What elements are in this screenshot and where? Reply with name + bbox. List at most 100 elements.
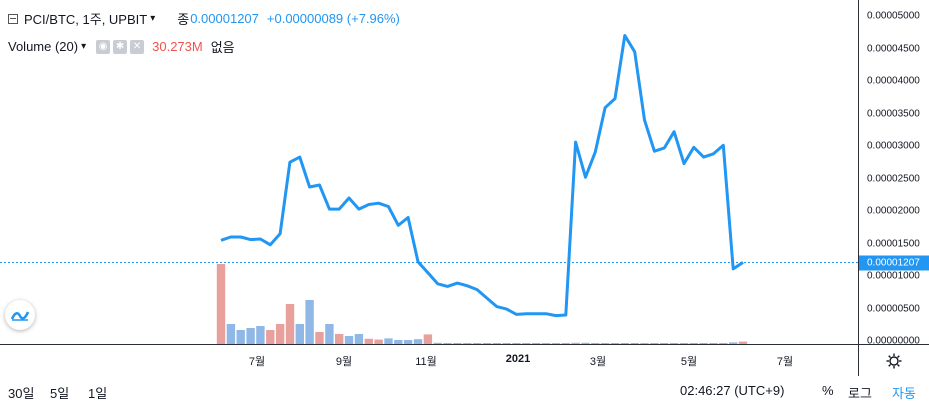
price-chart[interactable] xyxy=(0,0,858,344)
volume-bar xyxy=(679,343,689,344)
price-scale-label: 0.00003500 xyxy=(867,108,920,119)
volume-bar xyxy=(384,338,393,344)
volume-bar xyxy=(610,343,620,344)
price-scale[interactable]: 0.00005000 0.00004500 0.00004000 0.00003500… xyxy=(858,0,929,347)
volume-bar xyxy=(650,343,659,344)
volume-bar xyxy=(433,342,442,344)
time-axis-label: 5월 xyxy=(680,356,698,368)
price-scale-label: 0.00004500 xyxy=(867,43,920,54)
eye-icon[interactable]: ◉ xyxy=(96,39,111,54)
volume-note: 없음 xyxy=(210,40,235,55)
range-1d-button[interactable]: 1일 xyxy=(88,386,108,401)
volume-bar xyxy=(472,343,482,344)
price-scale-label: 0.00005000 xyxy=(867,10,920,22)
volume-bar xyxy=(492,343,501,344)
volume-bar xyxy=(335,334,344,344)
volume-bar xyxy=(423,334,433,344)
price-scale-label: 0.00004000 xyxy=(867,75,920,87)
volume-bar xyxy=(266,330,275,344)
log-button[interactable]: 로그 xyxy=(848,386,872,401)
volume-bar xyxy=(354,334,364,344)
volume-bar xyxy=(295,324,304,344)
time-axis-label: 11월 xyxy=(415,356,437,368)
volume-bar xyxy=(660,343,669,344)
volume-bar xyxy=(591,343,600,344)
change-value: +0.00000089 (+7.96%) xyxy=(266,11,400,26)
volume-bar xyxy=(532,343,541,344)
time-axis-label: 3월 xyxy=(589,356,607,368)
settings-icon[interactable] xyxy=(858,344,929,376)
auto-button[interactable]: 자동 xyxy=(892,386,916,401)
price-scale-label: 0.00000000 xyxy=(867,335,920,347)
chart-symbol-icon[interactable] xyxy=(8,13,18,24)
chevron-down-icon[interactable]: ▾ xyxy=(81,41,87,52)
volume-bar xyxy=(551,343,561,344)
volume-bar xyxy=(630,343,639,344)
volume-bar xyxy=(522,343,531,344)
range-30d-button[interactable]: 30일 xyxy=(8,386,35,401)
range-5d-button[interactable]: 5일 xyxy=(50,386,70,401)
volume-bars xyxy=(216,264,748,344)
current-price-tag: 0.00001207 xyxy=(859,255,929,271)
time-axis-label: 2021 xyxy=(505,353,531,365)
chart-area[interactable]: PCI/BTC, 1주, UPBIT ▾ 종 0.00001207 +0.000… xyxy=(0,0,858,344)
volume-value: 30.273M xyxy=(152,39,203,54)
price-line xyxy=(220,34,744,318)
legend-main: PCI/BTC, 1주, UPBIT ▾ 종 0.00001207 +0.000… xyxy=(8,9,400,28)
volume-bar xyxy=(216,264,226,344)
volume-bar xyxy=(512,343,521,344)
volume-bar xyxy=(581,342,590,344)
volume-bar xyxy=(246,328,255,344)
volume-bar xyxy=(482,343,492,344)
volume-bar xyxy=(256,326,265,344)
volume-bar xyxy=(364,338,373,344)
volume-bar xyxy=(502,343,511,344)
chart-logo-icon[interactable] xyxy=(5,300,35,330)
symbol-label[interactable]: PCI/BTC, 1주, UPBIT xyxy=(24,12,148,27)
volume-bar xyxy=(620,343,629,344)
chevron-down-icon[interactable]: ▾ xyxy=(150,13,156,24)
time-axis-label: 7월 xyxy=(776,356,794,368)
time-axis-label: 7월 xyxy=(248,356,266,368)
bottom-toolbar: 30일 5일 1일 02:46:27 (UTC+9) % 로그 자동 xyxy=(0,376,929,408)
volume-bar xyxy=(325,324,334,344)
price-scale-label: 0.00002000 xyxy=(867,205,920,217)
close-icon[interactable]: ✕ xyxy=(130,39,145,54)
volume-bar xyxy=(394,340,403,344)
price-scale-label: 0.00002500 xyxy=(867,173,920,184)
volume-bar xyxy=(719,343,728,344)
close-value: 0.00001207 xyxy=(190,11,259,26)
volume-bar xyxy=(315,332,324,344)
volume-bar xyxy=(669,343,679,344)
volume-bar xyxy=(226,324,236,344)
volume-bar xyxy=(236,330,245,344)
volume-bar xyxy=(374,339,383,344)
volume-label[interactable]: Volume (20) xyxy=(8,39,79,54)
price-scale-label: 0.00001500 xyxy=(867,238,920,249)
gear-icon[interactable]: ✱ xyxy=(113,39,128,54)
volume-bar xyxy=(600,343,610,344)
price-scale-label: 0.00003000 xyxy=(867,140,920,152)
volume-bar xyxy=(640,343,649,344)
price-scale-label: 0.00001000 xyxy=(867,270,920,282)
volume-bar xyxy=(699,343,708,344)
volume-bar xyxy=(275,324,285,344)
time-axis[interactable]: 7월 9월 11월 2021 3월 5월 7월 xyxy=(0,344,858,376)
volume-bar xyxy=(729,342,738,344)
close-label: 종 xyxy=(177,12,190,27)
volume-bar xyxy=(403,340,413,344)
percent-button[interactable]: % xyxy=(822,383,834,398)
volume-bar xyxy=(344,336,354,344)
volume-bar xyxy=(709,343,718,344)
volume-bar xyxy=(285,304,295,344)
volume-bar xyxy=(689,343,698,344)
legend-volume: Volume (20) ▾ ◉ ✱ ✕ 30.273M 없음 xyxy=(8,37,235,56)
volume-bar xyxy=(541,343,551,344)
clock: 02:46:27 (UTC+9) xyxy=(680,383,785,398)
volume-bar xyxy=(413,339,423,344)
volume-bar xyxy=(738,341,748,344)
time-axis-label: 9월 xyxy=(335,356,353,368)
price-scale-label: 0.00000500 xyxy=(867,303,920,314)
volume-bar xyxy=(463,343,472,344)
volume-bar xyxy=(571,342,580,344)
